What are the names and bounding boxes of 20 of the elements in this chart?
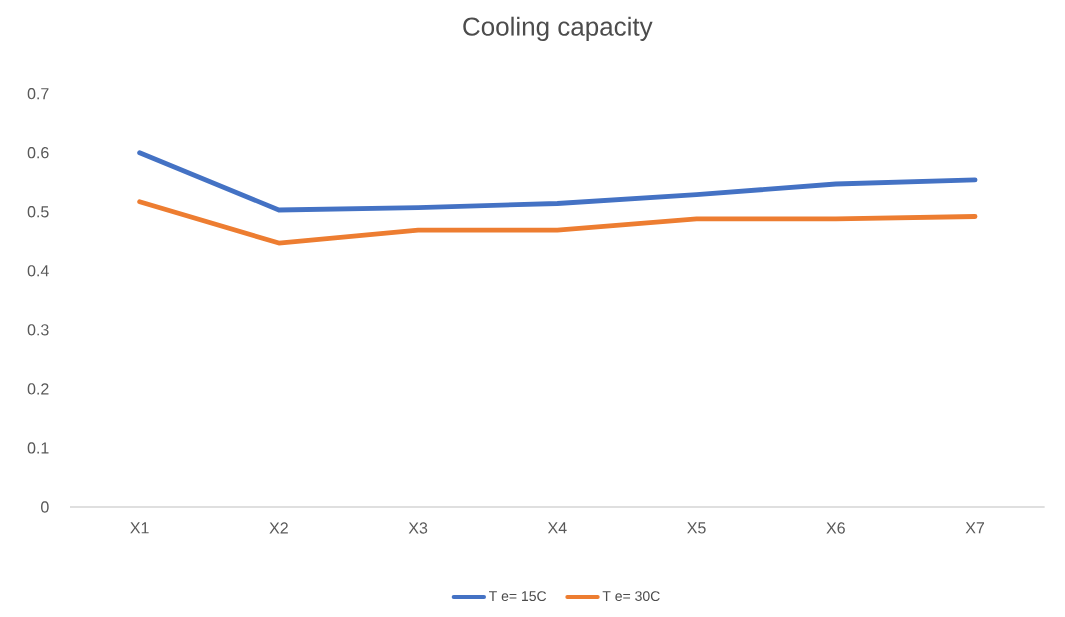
line-series (137, 199, 978, 246)
y-tick-label: 0.2 (27, 383, 49, 395)
y-tick-label: 0.4 (27, 265, 49, 277)
x-tick-label: X4 (547, 522, 567, 534)
legend-label: T e= 30C (602, 591, 660, 602)
x-tick-label: X3 (408, 522, 428, 534)
x-tick-label: X2 (269, 522, 288, 534)
legend-label: T e= 15C (489, 591, 547, 602)
x-tick-label: X5 (687, 522, 706, 534)
y-tick-label: 0.6 (27, 147, 49, 159)
chart-title: Cooling capacity (463, 16, 653, 41)
y-tick-label: 0 (41, 501, 49, 513)
x-tick-label: X7 (965, 522, 985, 534)
y-tick-label: 0.7 (27, 88, 49, 100)
y-tick-label: 0.5 (27, 206, 49, 218)
x-tick-label: X1 (130, 522, 149, 534)
x-tick-label: X6 (826, 522, 845, 534)
y-tick-label: 0.3 (27, 324, 49, 336)
line-series (137, 150, 978, 213)
y-tick-label: 0.1 (27, 442, 49, 454)
